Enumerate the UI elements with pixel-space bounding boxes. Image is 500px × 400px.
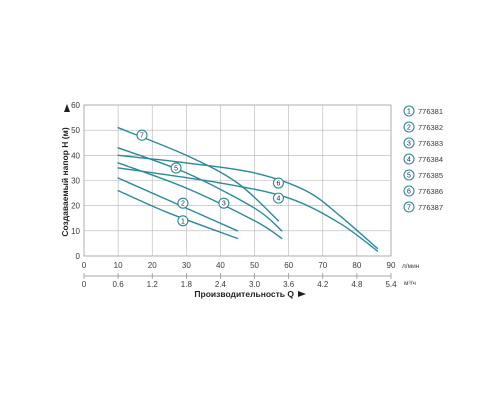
x-tick-label-secondary: 3.6 <box>283 280 295 289</box>
legend-marker <box>403 153 415 165</box>
legend: 1 776381 2 776382 3 776383 4 776384 5 776385 6 7763… <box>403 105 443 213</box>
x-tick-label-secondary: 4.2 <box>317 280 329 289</box>
x-tick-label-primary: 70 <box>318 261 327 270</box>
y-tick-label: 20 <box>71 202 80 211</box>
x-tick-label-secondary: 0.6 <box>113 280 125 289</box>
series-marker-label: 2 <box>181 201 185 208</box>
x-tick-label-secondary: 3.0 <box>249 280 261 289</box>
x-tick-label-secondary: 4.8 <box>351 280 363 289</box>
series-lines <box>117 127 379 252</box>
plot-grid <box>83 104 392 257</box>
x-axis-title: Производительность Q <box>194 289 294 299</box>
legend-marker <box>403 185 415 197</box>
series-line-2 <box>117 177 239 232</box>
legend-item-label: 776386 <box>418 187 443 196</box>
legend-item-label: 776384 <box>418 155 443 164</box>
series-marker-7 <box>136 129 148 141</box>
x-tick-label-secondary: 2.4 <box>215 280 227 289</box>
legend-item-label: 776381 <box>418 107 443 116</box>
x-tick-label-primary: 40 <box>216 261 225 270</box>
legend-marker-label: 6 <box>407 189 411 196</box>
series-line-1 <box>117 189 239 240</box>
y-tick-label: 40 <box>71 151 80 160</box>
x-tick-label-primary: 50 <box>250 261 259 270</box>
y-tick-label: 30 <box>71 177 80 186</box>
legend-item-label: 776385 <box>418 171 443 180</box>
legend-marker <box>403 137 415 149</box>
legend-marker-label: 2 <box>407 125 411 132</box>
x-axis-arrow <box>298 291 306 297</box>
x-tick-label-primary: 30 <box>182 261 191 270</box>
x-tick-label-primary: 90 <box>387 261 396 270</box>
legend-marker-label: 7 <box>407 205 411 212</box>
series-markers: 1 2 3 4 5 6 7 <box>136 129 284 227</box>
legend-marker <box>403 121 415 133</box>
legend-item-label: 776383 <box>418 139 443 148</box>
x-tick-label-primary: 20 <box>148 261 157 270</box>
series-marker-label: 7 <box>140 133 144 140</box>
series-line-6 <box>117 154 379 250</box>
x-unit-secondary: м³/ч <box>404 280 416 287</box>
series-marker-label: 4 <box>276 196 280 203</box>
legend-marker-label: 3 <box>407 141 411 148</box>
legend-item-label: 776387 <box>418 203 443 212</box>
y-tick-label: 60 <box>71 101 80 110</box>
legend-marker <box>403 169 415 181</box>
y-axis-arrow <box>64 104 70 112</box>
x-tick-label-primary: 0 <box>82 261 87 270</box>
series-marker-label: 1 <box>181 218 185 225</box>
legend-item-label: 776382 <box>418 123 443 132</box>
tick-labels: 0 10 20 30 40 50 60 0 10 20 30 40 50 60 70 80 90 0 0.6 1.2 1… <box>71 101 397 289</box>
legend-marker-label: 5 <box>407 173 411 180</box>
series-marker-label: 6 <box>276 181 280 188</box>
series-marker-2 <box>177 197 189 209</box>
axes <box>64 104 392 297</box>
x-tick-label-secondary: 1.8 <box>181 280 193 289</box>
series-marker-label: 5 <box>174 165 178 172</box>
x-tick-label-primary: 60 <box>284 261 293 270</box>
x-tick-label-primary: 10 <box>114 261 123 270</box>
legend-marker <box>403 201 415 213</box>
x-unit-primary: л/мин <box>402 263 420 270</box>
series-marker-4 <box>272 192 284 204</box>
x-tick-label-secondary: 0 <box>82 280 87 289</box>
series-marker-6 <box>272 177 284 189</box>
y-tick-label: 0 <box>76 252 81 261</box>
legend-marker-label: 1 <box>407 109 411 116</box>
y-tick-label: 50 <box>71 126 80 135</box>
series-marker-5 <box>170 162 182 174</box>
legend-marker <box>403 105 415 117</box>
y-axis-title: Создаваемый напор H (м) <box>60 127 70 237</box>
x-tick-label-secondary: 1.2 <box>147 280 159 289</box>
legend-marker-label: 4 <box>407 157 411 164</box>
x-tick-label-secondary: 5.4 <box>385 280 397 289</box>
x-tick-label-primary: 80 <box>352 261 361 270</box>
series-marker-label: 3 <box>222 201 226 208</box>
series-marker-1 <box>177 215 189 227</box>
y-tick-label: 10 <box>71 227 80 236</box>
series-marker-3 <box>218 197 230 209</box>
